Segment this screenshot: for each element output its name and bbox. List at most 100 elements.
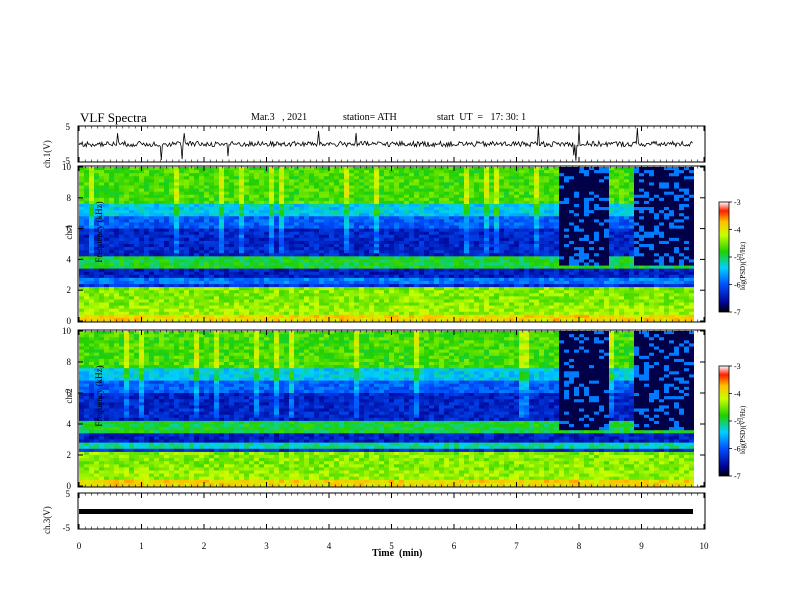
spectrogram-cell [559,265,565,270]
spectrogram-cell [499,207,505,211]
spectrogram-cell [204,216,210,220]
spectrogram-cell [449,231,455,236]
spectrogram-cell [474,176,480,180]
spectrogram-cell [124,308,130,313]
spectrogram-cell [444,219,450,223]
spectrogram-cell [489,197,495,202]
spectrogram-cell [514,284,520,288]
spectrogram-cell [304,296,310,300]
spectrogram-cell [99,259,105,263]
spectrogram-cell [484,228,490,233]
spectrogram-cell [444,284,450,288]
spectrogram-cell [374,222,380,226]
spectrogram-cell [189,274,195,279]
spectrogram-cell [119,314,125,319]
spectrogram-cell [489,256,495,260]
spectrogram-cell [299,234,305,239]
spectrogram-cell [474,219,480,223]
spectrogram-cell [169,170,175,174]
spectrogram-cell [494,173,500,177]
spectrogram-cell [84,219,90,223]
spectrogram-cell [269,191,275,196]
spectrogram-cell [389,277,395,282]
spectrogram-cell [129,284,135,288]
spectrogram-cell [289,234,295,239]
spectrogram-cell [464,262,470,266]
spectrogram-cell [439,176,445,180]
spectrogram-cell [494,219,500,223]
spectrogram-cell [399,317,405,322]
spectrogram-cell [394,234,400,239]
spectrogram-cell [269,280,275,285]
spectrogram-cell [319,284,325,288]
spectrogram-cell [404,182,410,186]
spectrogram-cell [569,244,575,248]
spectrogram-cell [154,240,160,245]
spectrogram-cell [189,231,195,236]
spectrogram-cell [514,219,520,223]
spectrogram-cell [544,287,550,291]
spectrogram-cell [574,277,580,282]
spectrogram-cell [114,284,120,288]
spectrogram-cell [159,302,165,306]
spectrogram-cell [109,247,115,251]
spectrogram-cell [239,179,245,183]
spectrogram-cell [424,185,430,189]
spectrogram-cell [394,317,400,322]
spectrogram-cell [359,185,365,189]
spectrogram-cell [564,185,570,189]
spectrogram-cell [194,299,200,303]
spectrogram-cell [189,197,195,202]
spectrogram-cell [539,265,545,270]
spectrogram-cell [89,216,95,220]
spectrogram-cell [299,287,305,291]
spectrogram-cell [549,210,555,214]
spectrogram-cell [559,200,565,205]
spectrogram-cell [494,284,500,288]
spectrogram-cell [204,299,210,303]
spectrogram-cell [179,182,185,186]
spectrogram-cell [359,280,365,285]
spectrogram-cell [284,176,290,180]
spectrogram-cell [519,185,525,189]
spectrogram-cell [89,250,95,254]
spectrogram-cell [274,237,280,242]
spectrogram-cell [139,197,145,202]
spectrogram-cell [94,293,100,297]
spectrogram-cell [394,314,400,319]
spectrogram-cell [399,231,405,236]
spectrogram-cell [144,293,150,297]
spectrogram-cell [264,213,270,217]
spectrogram-cell [249,253,255,257]
spectrogram-cell [309,290,315,294]
spectrogram-cell [84,262,90,266]
spectrogram-cell [349,293,355,297]
spectrogram-cell [569,314,575,319]
spectrogram-cell [194,274,200,279]
spectrogram-cell [174,262,180,266]
spectrogram-cell [79,247,85,251]
spectrogram-cell [244,185,250,189]
spectrogram-cell [164,284,170,288]
spectrogram-cell [509,225,515,229]
spectrogram-cell [459,250,465,254]
spectrogram-cell [509,299,515,303]
spectrogram-cell [194,185,200,189]
spectrogram-cell [159,293,165,297]
spectrogram-cell [569,268,575,273]
spectrogram-cell [544,311,550,316]
spectrogram-cell [374,287,380,291]
spectrogram-cell [544,277,550,282]
spectrogram-cell [479,200,485,205]
spectrogram-cell [174,296,180,300]
spectrogram-cell [439,253,445,257]
spectrogram-cell [479,265,485,270]
spectrogram-cell [494,308,500,313]
spectrogram-cell [539,277,545,282]
spectrogram-cell [199,274,205,279]
spectrogram-cell [444,265,450,270]
spectrogram-cell [249,219,255,223]
spectrogram-cell [279,228,285,233]
spectrogram-cell [109,250,115,254]
spectrogram-cell [324,219,330,223]
